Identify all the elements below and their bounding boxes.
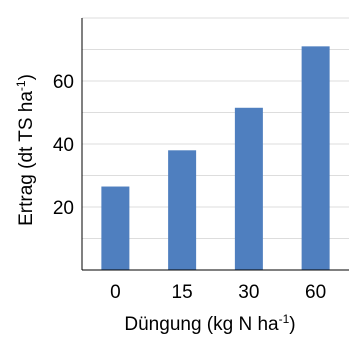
x-axis-label-sup: -1 <box>279 312 290 326</box>
x-tick-labels: 0 15 30 60 <box>110 282 326 303</box>
bars <box>101 46 330 271</box>
y-axis-label-end: ) <box>16 74 37 80</box>
y-tick-label: 60 <box>53 72 74 93</box>
x-axis-label-main: Düngung (kg N ha <box>124 314 279 335</box>
y-axis-label-main: Ertrag (dt TS ha <box>16 91 37 226</box>
x-tick-label: 15 <box>172 282 193 303</box>
x-axis-label: Düngung (kg N ha-1) <box>124 312 295 335</box>
y-axis-label-sup: -1 <box>14 80 28 91</box>
y-tick-label: 40 <box>53 135 74 156</box>
bar-0 <box>101 186 130 270</box>
x-tick-label: 0 <box>110 282 121 303</box>
bar-60 <box>301 46 330 270</box>
bar-15 <box>168 150 197 270</box>
x-axis-label-end: ) <box>289 314 295 335</box>
y-tick-label: 20 <box>53 198 74 219</box>
bar-30 <box>234 107 263 271</box>
y-tick-labels: 20 40 60 <box>53 72 74 219</box>
x-tick-label: 30 <box>238 282 259 303</box>
axes <box>81 18 349 271</box>
x-tick-label: 60 <box>305 282 326 303</box>
y-axis-label: Ertrag (dt TS ha-1) <box>14 74 37 226</box>
